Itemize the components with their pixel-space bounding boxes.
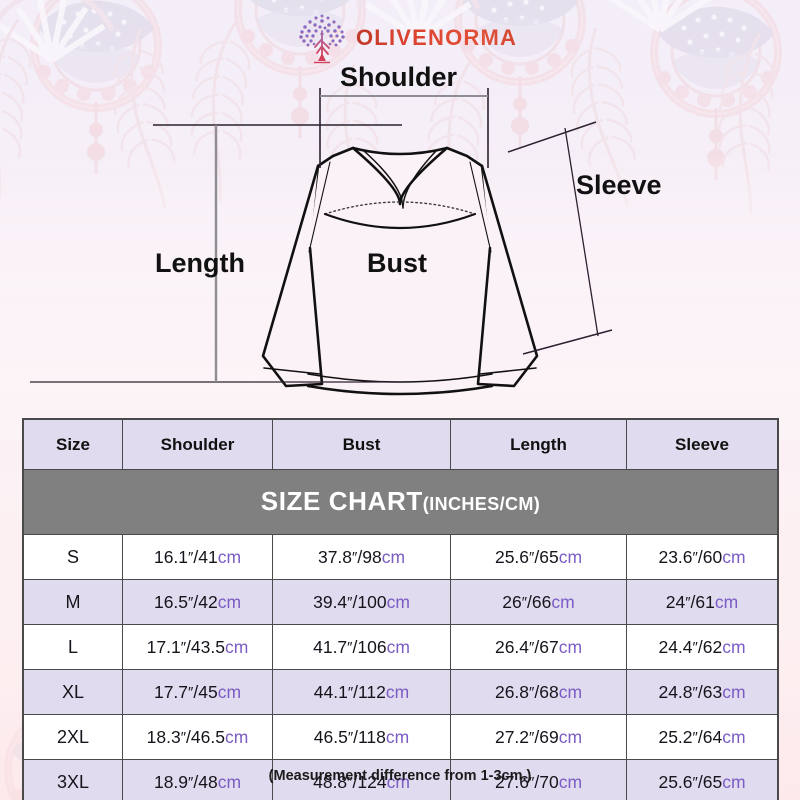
cell-bust: 41.7″/106cm bbox=[272, 624, 451, 670]
cell-sleeve: 24.8″/63cm bbox=[626, 669, 778, 715]
table-row: M 16.5″/42cm 39.4″/100cm 26″/66cm 24″/61… bbox=[23, 579, 778, 625]
cell-sleeve: 24.4″/62cm bbox=[626, 624, 778, 670]
col-header-sleeve: Sleeve bbox=[626, 419, 778, 470]
cell-sleeve: 23.6″/60cm bbox=[626, 534, 778, 580]
col-header-size: Size bbox=[23, 419, 123, 470]
cell-bust: 44.1″/112cm bbox=[272, 669, 451, 715]
cell-sleeve: 25.2″/64cm bbox=[626, 714, 778, 760]
cell-size: M bbox=[23, 579, 123, 625]
table-title-row: SIZE CHART(INCHES/CM) bbox=[23, 469, 778, 535]
tree-icon bbox=[296, 11, 348, 65]
brand-logo: OLIVENORMA bbox=[296, 10, 516, 66]
table-row: 3XL 18.9″/48cm 48.8″/124cm 27.6″/70cm 25… bbox=[23, 759, 778, 800]
cell-sleeve: 24″/61cm bbox=[626, 579, 778, 625]
cell-size: XL bbox=[23, 669, 123, 715]
cell-shoulder: 17.1″/43.5cm bbox=[122, 624, 273, 670]
cell-bust: 39.4″/100cm bbox=[272, 579, 451, 625]
cell-length: 27.2″/69cm bbox=[450, 714, 627, 760]
cell-shoulder: 18.9″/48cm bbox=[122, 759, 273, 800]
cell-bust: 37.8″/98cm bbox=[272, 534, 451, 580]
cell-sleeve: 25.6″/65cm bbox=[626, 759, 778, 800]
table-row: L 17.1″/43.5cm 41.7″/106cm 26.4″/67cm 24… bbox=[23, 624, 778, 670]
bust-measure-label: Bust bbox=[367, 248, 427, 278]
cell-shoulder: 16.5″/42cm bbox=[122, 579, 273, 625]
sleeve-measure-label: Sleeve bbox=[576, 170, 662, 200]
col-header-shoulder: Shoulder bbox=[122, 419, 273, 470]
cell-size: S bbox=[23, 534, 123, 580]
cell-size: 3XL bbox=[23, 759, 123, 800]
table-title-main: SIZE CHART bbox=[260, 485, 423, 516]
size-chart-table: SIZE CHART(INCHES/CM) Size Shoulder Bust… bbox=[22, 418, 779, 800]
cell-length: 27.6″/70cm bbox=[450, 759, 627, 800]
table-title-unit: (INCHES/CM) bbox=[422, 493, 541, 514]
table-body: S 16.1″/41cm 37.8″/98cm 25.6″/65cm 23.6″… bbox=[23, 534, 778, 800]
column-header-row: Size Shoulder Bust Length Sleeve bbox=[23, 419, 778, 470]
measurement-footnote: (Measurement difference from 1-3cm.) bbox=[268, 768, 532, 784]
table-row: 2XL 18.3″/46.5cm 46.5″/118cm 27.2″/69cm … bbox=[23, 714, 778, 760]
size-table: SIZE CHART(INCHES/CM) Size Shoulder Bust… bbox=[23, 419, 778, 800]
cell-size: L bbox=[23, 624, 123, 670]
cell-size: 2XL bbox=[23, 714, 123, 760]
table-title-cell: SIZE CHART(INCHES/CM) bbox=[23, 469, 778, 535]
cell-shoulder: 16.1″/41cm bbox=[122, 534, 273, 580]
cell-length: 26″/66cm bbox=[450, 579, 627, 625]
cell-shoulder: 18.3″/46.5cm bbox=[122, 714, 273, 760]
cell-bust: 48.8″/124cm bbox=[272, 759, 451, 800]
length-measure-label: Length bbox=[155, 248, 245, 278]
cell-length: 25.6″/65cm bbox=[450, 534, 627, 580]
col-header-bust: Bust bbox=[272, 419, 451, 470]
table-row: XL 17.7″/45cm 44.1″/112cm 26.8″/68cm 24.… bbox=[23, 669, 778, 715]
cell-shoulder: 17.7″/45cm bbox=[122, 669, 273, 715]
cell-length: 26.4″/67cm bbox=[450, 624, 627, 670]
shoulder-measure-label: Shoulder bbox=[340, 62, 458, 92]
garment-diagram bbox=[0, 56, 800, 416]
table-row: S 16.1″/41cm 37.8″/98cm 25.6″/65cm 23.6″… bbox=[23, 534, 778, 580]
cell-length: 26.8″/68cm bbox=[450, 669, 627, 715]
col-header-length: Length bbox=[450, 419, 627, 470]
cell-bust: 46.5″/118cm bbox=[272, 714, 451, 760]
table-header: Size Shoulder Bust Length Sleeve bbox=[23, 419, 778, 470]
brand-name: OLIVENORMA bbox=[356, 25, 518, 50]
